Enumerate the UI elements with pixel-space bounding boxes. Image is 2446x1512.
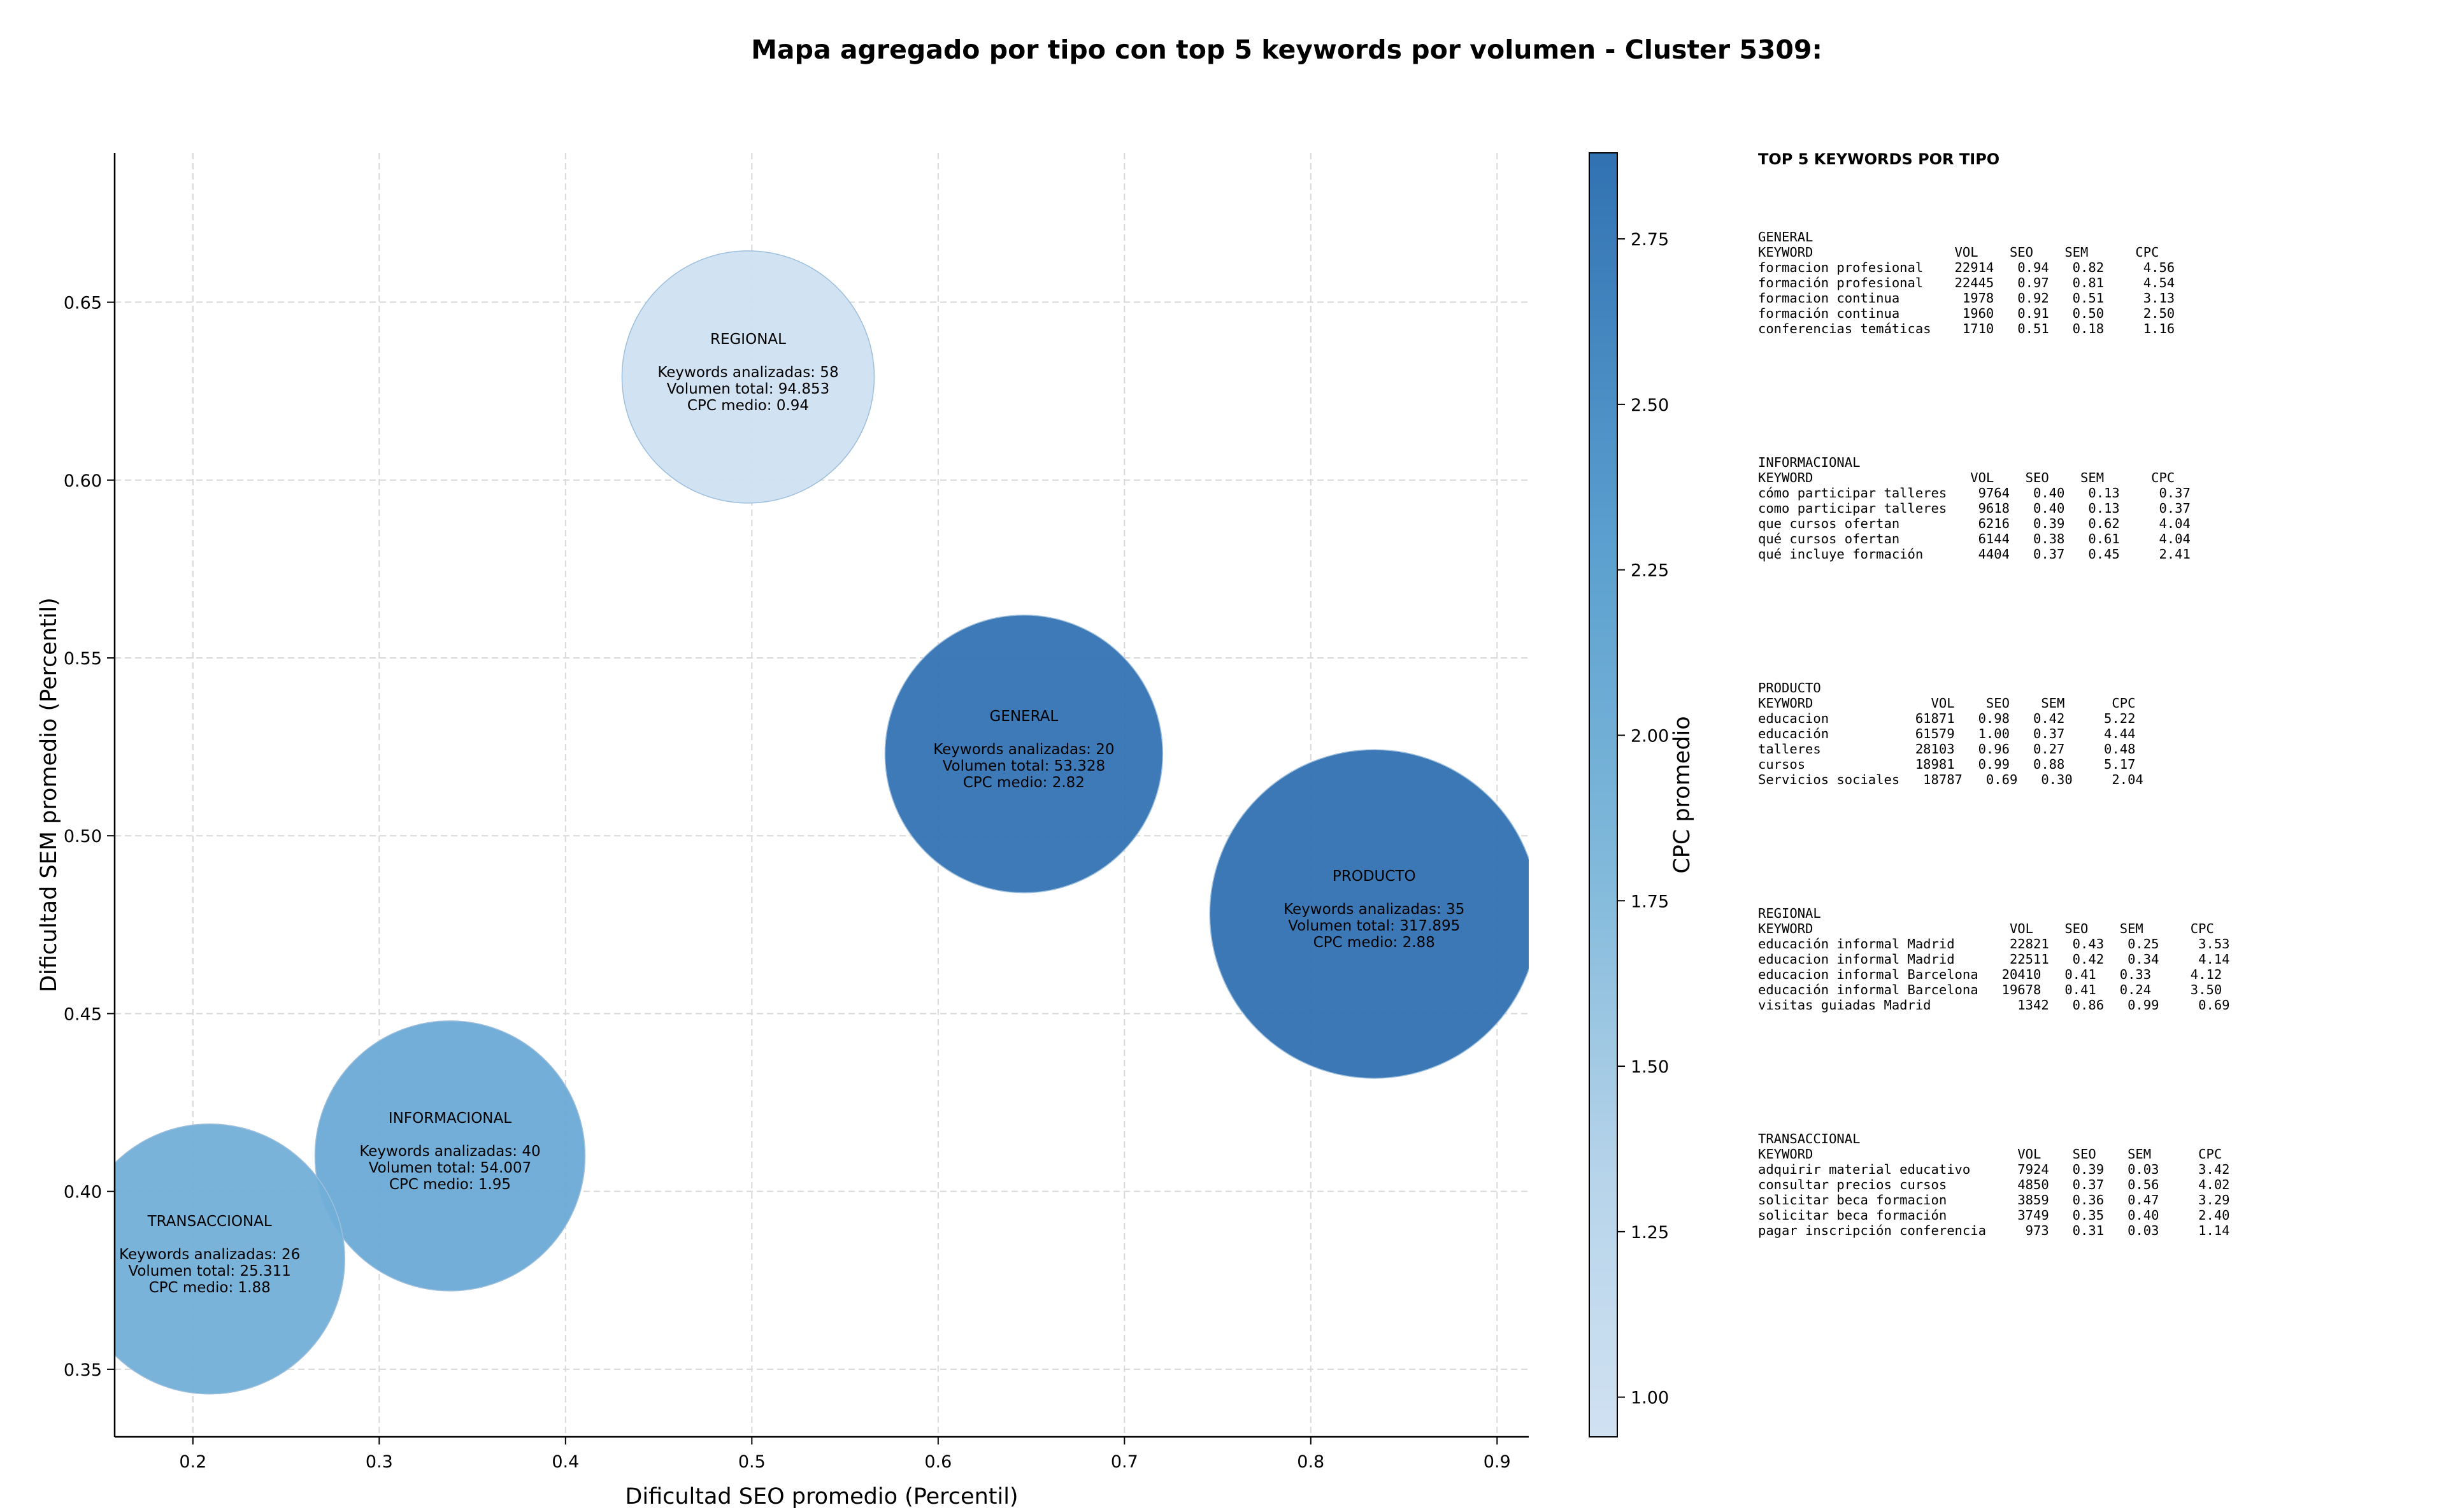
keyword-table-text: PRODUCTO KEYWORD VOL SEO SEM CPC educaci…: [1758, 680, 2143, 787]
bubble-label: PRODUCTO: [1333, 868, 1416, 885]
bubble-general: [884, 615, 1164, 894]
bubble-regional: [621, 250, 875, 504]
bubble-informacional: [314, 1020, 586, 1292]
colorbar-tick-label: 1.75: [1631, 892, 1669, 911]
colorbar-tick-label: 1.50: [1631, 1057, 1669, 1077]
bubble-label: Keywords analizadas: 40: [359, 1143, 540, 1160]
keyword-table-text: TRANSACCIONAL KEYWORD VOL SEO SEM CPC ad…: [1758, 1131, 2230, 1238]
colorbar-tick-label: 1.00: [1631, 1388, 1669, 1408]
bubble-label: REGIONAL: [710, 331, 786, 348]
x-tick-label: 0.3: [366, 1452, 393, 1472]
bubble-label: Volumen total: 25.311: [128, 1263, 291, 1280]
x-tick-label: 0.4: [552, 1452, 579, 1472]
page-title: Mapa agregado por tipo con top 5 keyword…: [751, 34, 1822, 65]
colorbar-tick-label: 2.00: [1631, 726, 1669, 746]
keyword-table-transaccional: TRANSACCIONAL KEYWORD VOL SEO SEM CPC ad…: [1758, 1131, 2230, 1238]
x-axis-label: Dificultad SEO promedio (Percentil): [625, 1484, 1018, 1509]
x-tick-label: 0.9: [1484, 1452, 1511, 1472]
bubble-label: CPC medio: 2.88: [1313, 934, 1435, 951]
colorbar-tick-label: 2.75: [1631, 230, 1669, 250]
bubble-label: Keywords analizadas: 35: [1284, 901, 1464, 918]
bubble-transaccional: [115, 1123, 345, 1395]
y-tick-label: 0.45: [64, 1004, 102, 1024]
bubble-label: CPC medio: 2.82: [963, 774, 1085, 791]
x-tick-label: 0.5: [738, 1452, 766, 1472]
y-axis-label: Dificultad SEM promedio (Percentil): [36, 597, 62, 992]
keyword-table-text: INFORMACIONAL KEYWORD VOL SEO SEM CPC có…: [1758, 455, 2191, 562]
colorbar-gradient: [1589, 152, 1618, 1437]
y-tick-label: 0.50: [64, 827, 102, 846]
colorbar-label: CPC promedio: [1670, 716, 1695, 873]
bubble-label: CPC medio: 1.95: [389, 1176, 511, 1193]
bubble-label: Volumen total: 94.853: [667, 381, 830, 397]
bubble-label: Keywords analizadas: 26: [119, 1246, 300, 1263]
bubble-label: Volumen total: 317.895: [1288, 918, 1460, 934]
bubble-label: Keywords analizadas: 58: [657, 364, 838, 381]
colorbar-tick-label: 2.50: [1631, 396, 1669, 415]
y-tick-label: 0.65: [64, 294, 102, 313]
x-tick-label: 0.8: [1297, 1452, 1324, 1472]
bubble-label: CPC medio: 1.88: [149, 1280, 271, 1296]
x-tick-label: 0.6: [924, 1452, 952, 1472]
colorbar-tick-label: 1.25: [1631, 1223, 1669, 1243]
colorbar-tick-label: 2.25: [1631, 561, 1669, 581]
bubble-label: GENERAL: [990, 708, 1059, 725]
bubble-label: INFORMACIONAL: [389, 1110, 511, 1127]
x-tick-label: 0.2: [179, 1452, 206, 1472]
bubble-producto: [1209, 749, 1529, 1079]
bubble-label: TRANSACCIONAL: [147, 1213, 272, 1230]
x-tick-label: 0.7: [1111, 1452, 1138, 1472]
keyword-table-general: GENERAL KEYWORD VOL SEO SEM CPC formacio…: [1758, 229, 2175, 336]
top-keywords-title: TOP 5 KEYWORDS POR TIPO: [1758, 150, 2000, 168]
bubble-label: Keywords analizadas: 20: [933, 741, 1114, 758]
y-tick-label: 0.60: [64, 471, 102, 491]
y-tick-label: 0.55: [64, 649, 102, 669]
top-keywords-panel: TOP 5 KEYWORDS POR TIPO GENERAL KEYWORD …: [1758, 150, 2433, 1238]
y-tick-label: 0.35: [64, 1360, 102, 1380]
keyword-table-text: REGIONAL KEYWORD VOL SEO SEM CPC educaci…: [1758, 906, 2230, 1013]
bubble-label: CPC medio: 0.94: [687, 397, 809, 414]
keyword-table-producto: PRODUCTO KEYWORD VOL SEO SEM CPC educaci…: [1758, 680, 2143, 787]
y-tick-label: 0.40: [64, 1183, 102, 1202]
bubble-label: Volumen total: 54.007: [369, 1160, 532, 1176]
bubble-label: Volumen total: 53.328: [943, 758, 1106, 774]
keyword-table-text: GENERAL KEYWORD VOL SEO SEM CPC formacio…: [1758, 229, 2175, 336]
axes: 0.2 0.3 0.4 0.5 0.6 0.7 0.8 0.9 0.35 0.40 0.45 0.50…: [36, 153, 1529, 1509]
keyword-table-informacional: INFORMACIONAL KEYWORD VOL SEO SEM CPC có…: [1758, 455, 2191, 562]
keyword-table-regional: REGIONAL KEYWORD VOL SEO SEM CPC educaci…: [1758, 906, 2230, 1013]
